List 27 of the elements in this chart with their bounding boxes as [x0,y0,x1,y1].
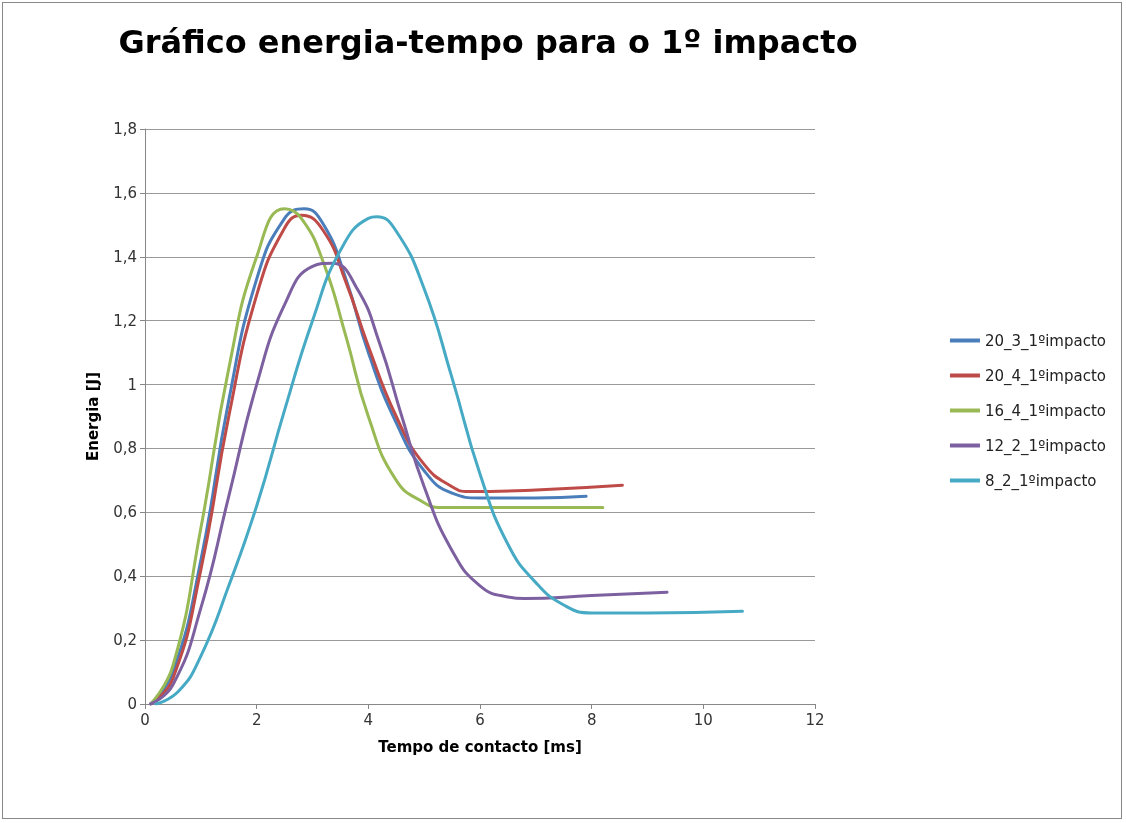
legend-label: 16_4_1ºimpacto [984,401,1107,421]
y-tick-label: 0,4 [113,567,137,586]
line-series [154,215,744,706]
y-tick-label: 1,8 [113,120,137,138]
legend-label: 12_2_1ºimpacto [984,436,1107,456]
legend-label: 8_2_1ºimpacto [984,471,1097,491]
y-tick-label: 1,2 [113,311,137,330]
x-tick-label: 12 [805,710,825,729]
x-axis-title: Tempo de contacto [ms] [378,737,582,756]
legend-label: 20_3_1ºimpacto [984,331,1107,351]
y-tick-label: 1 [127,375,137,394]
x-tick-label: 2 [251,710,262,729]
y-tick-label: 1,4 [113,247,137,266]
x-tick-label: 10 [693,710,713,729]
chart-title: Gráfico energia-tempo para o 1º impacto [118,23,858,61]
line-series [149,261,669,706]
legend-label: 20_4_1ºimpacto [984,366,1107,386]
y-tick-label: 1,6 [113,183,137,202]
x-tick-label: 6 [475,710,485,729]
x-tick-label: 4 [363,710,374,729]
y-axis-title: Energia [J] [83,371,102,462]
y-tick-label: 0,6 [113,503,137,522]
y-tick-label: 0,2 [113,631,137,650]
x-tick-label: 8 [586,710,597,729]
x-tick-label: 0 [140,710,150,729]
y-tick-label: 0 [127,695,137,713]
y-tick-label: 0,8 [113,439,137,458]
